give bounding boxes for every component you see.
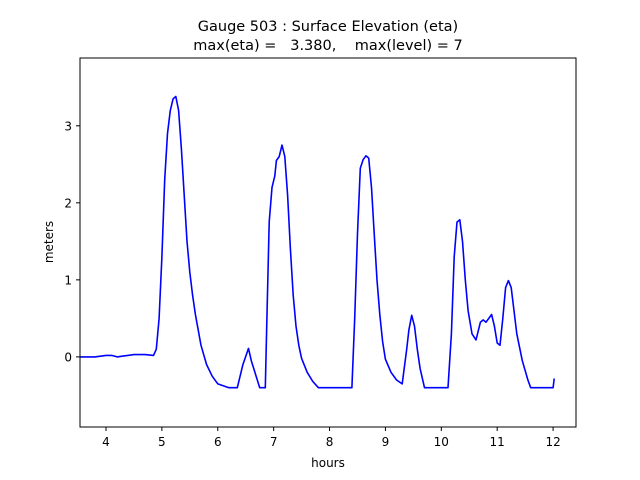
x-tick-label: 12 bbox=[545, 435, 560, 449]
chart-title: Gauge 503 : Surface Elevation (eta) bbox=[198, 19, 458, 35]
x-tick-label: 6 bbox=[214, 435, 222, 449]
x-tick-label: 5 bbox=[158, 435, 166, 449]
x-axis-ticks: 4 5 6 7 8 9 10 11 12 bbox=[102, 427, 561, 449]
plot-area bbox=[80, 95, 555, 389]
x-tick-label: 9 bbox=[382, 435, 390, 449]
y-tick-label: 0 bbox=[64, 350, 72, 364]
x-tick-label: 7 bbox=[270, 435, 278, 449]
series-line-eta bbox=[80, 95, 555, 389]
y-tick-label: 3 bbox=[64, 119, 72, 133]
y-axis-label: meters bbox=[42, 221, 56, 263]
x-tick-label: 4 bbox=[102, 435, 110, 449]
axes-frame bbox=[79, 57, 577, 428]
y-tick-label: 2 bbox=[64, 196, 72, 210]
chart-subtitle: max(eta) = 3.380, max(level) = 7 bbox=[193, 38, 463, 54]
y-tick-label: 1 bbox=[64, 273, 72, 287]
y-axis-ticks: 0 1 2 3 bbox=[64, 119, 80, 364]
x-tick-label: 11 bbox=[490, 435, 505, 449]
x-tick-label: 8 bbox=[326, 435, 334, 449]
x-tick-label: 10 bbox=[434, 435, 449, 449]
x-axis-label: hours bbox=[311, 456, 345, 470]
